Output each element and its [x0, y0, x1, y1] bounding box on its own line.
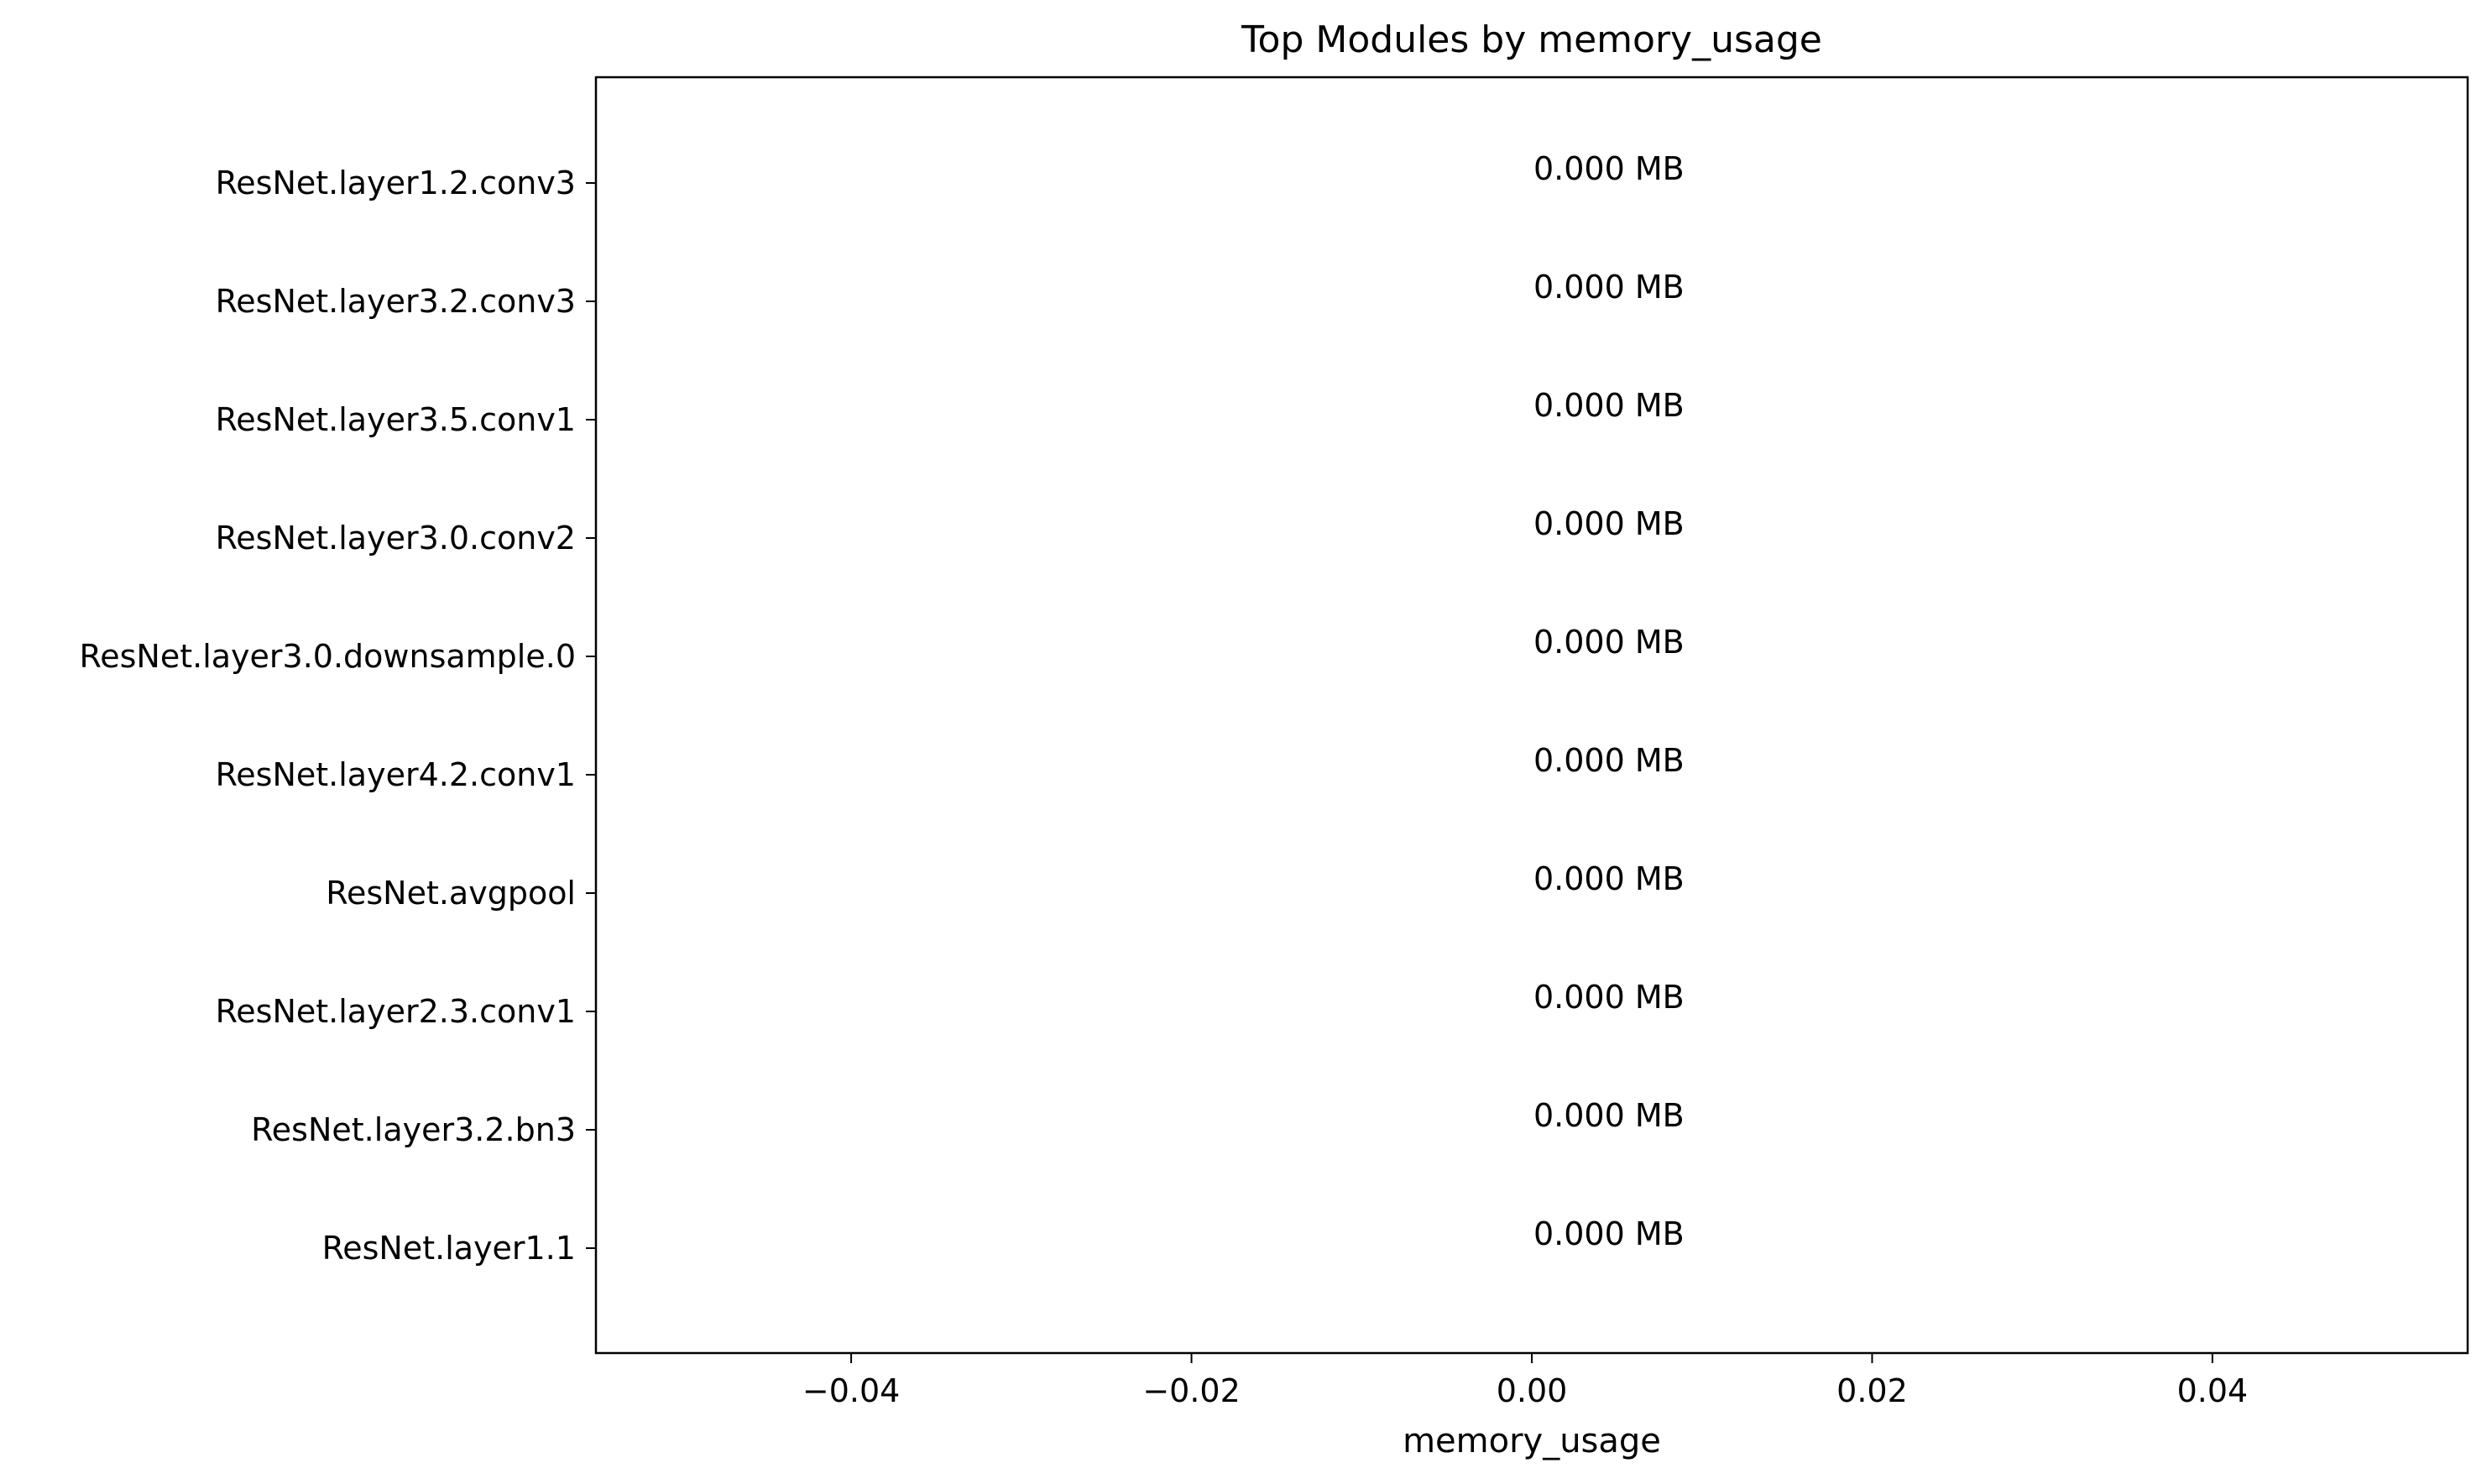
y-tick-label: ResNet.layer3.2.conv3 — [216, 283, 576, 320]
plot-area-frame — [594, 76, 2469, 1355]
y-ticks: ResNet.layer1.2.conv3 ResNet.layer3.2.con… — [80, 165, 596, 1267]
x-axis-label: memory_usage — [1403, 1422, 1661, 1460]
y-tick-label: ResNet.layer1.1 — [322, 1230, 576, 1267]
data-label: 0.000 MB — [1533, 1097, 1685, 1134]
data-label: 0.000 MB — [1533, 387, 1685, 424]
data-label: 0.000 MB — [1533, 624, 1685, 661]
data-label: 0.000 MB — [1533, 269, 1685, 306]
x-tick-label: −0.04 — [802, 1372, 900, 1409]
x-tick-label: 0.04 — [2177, 1372, 2249, 1409]
data-labels: 0.000 MB 0.000 MB 0.000 MB 0.000 MB 0.000 MB… — [1533, 150, 1685, 1252]
x-tick-label: 0.02 — [1836, 1372, 1908, 1409]
y-tick-label: ResNet.layer3.2.bn3 — [251, 1111, 576, 1148]
x-tick-label: −0.02 — [1142, 1372, 1240, 1409]
data-label: 0.000 MB — [1533, 505, 1685, 542]
data-label: 0.000 MB — [1533, 150, 1685, 187]
y-tick-label: ResNet.layer2.3.conv1 — [216, 993, 576, 1030]
data-label: 0.000 MB — [1533, 860, 1685, 897]
y-tick-label: ResNet.layer3.0.conv2 — [216, 520, 576, 556]
y-tick-label: ResNet.layer4.2.conv1 — [216, 756, 576, 793]
data-label: 0.000 MB — [1533, 979, 1685, 1016]
y-tick-label: ResNet.layer3.5.conv1 — [216, 401, 576, 438]
chart-title: Top Modules by memory_usage — [1241, 18, 1822, 61]
y-tick-label: ResNet.layer3.0.downsample.0 — [80, 638, 576, 675]
y-tick-label: ResNet.avgpool — [326, 875, 576, 912]
x-ticks: −0.04 −0.02 0.00 0.02 0.04 — [802, 1353, 2248, 1409]
y-tick-label: ResNet.layer1.2.conv3 — [216, 165, 576, 201]
data-label: 0.000 MB — [1533, 742, 1685, 779]
x-tick-label: 0.00 — [1497, 1372, 1568, 1409]
data-label: 0.000 MB — [1533, 1215, 1685, 1252]
